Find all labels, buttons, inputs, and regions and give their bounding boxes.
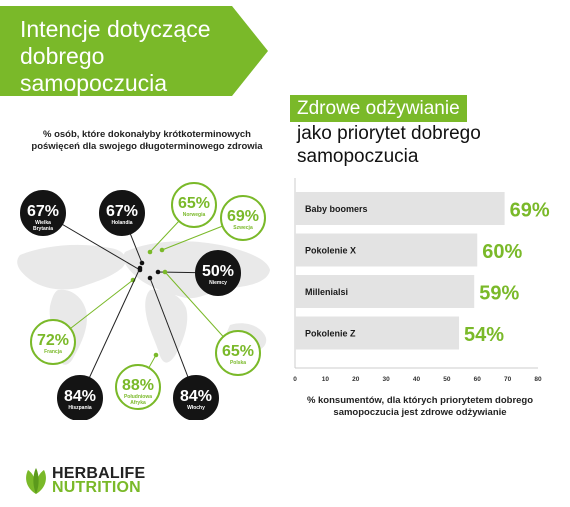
x-tick-label-30: 30 [383,376,391,383]
bubble-niemcy [195,250,241,296]
bubble-country-poludniowa-afryka-2: Afryka [130,400,146,406]
bubble-country-hiszpania: Hiszpania [68,405,92,411]
bar-pokolenie-x [295,233,478,267]
location-pin-hiszpania [137,265,143,271]
bubble-value-norwegia: 65% [178,195,210,212]
bubble-norwegia [171,182,217,228]
title-banner: Intencje dotyczące dobrego samopoczucia [0,6,268,96]
bar-millenialsi [295,275,475,308]
bar-pokolenie-z [295,316,460,350]
bar-value-label-baby-boomers: 69% [510,200,550,222]
herbalife-logo: HERBALIFE NUTRITION [22,466,162,496]
bubble-wlochy [173,375,219,420]
bubble-holandia [99,190,145,236]
leaf-logo-icon [26,468,46,494]
x-tick-label-70: 70 [504,376,512,383]
right-title-rest: jako priorytet dobrego samopoczucia [297,123,481,167]
logo-wordmark-herbalife: HERBALIFE [52,465,146,482]
x-tick-label-50: 50 [443,376,451,383]
x-tick-label-0: 0 [293,376,297,383]
bubble-hiszpania [57,375,103,420]
x-tick-label-40: 40 [413,376,421,383]
bubble-country-wlochy: Włochy [187,405,205,411]
bubble-polska [215,330,261,376]
banner-arrow-shape [0,6,268,96]
bar-category-label-pokolenie-z: Pokolenie Z [305,329,356,339]
bubble-value-wielka-brytania: 67% [27,203,59,220]
location-pin-niemcy [155,269,161,275]
bubble-country-holandia: Holandia [111,220,132,226]
right-title-highlight: Zdrowe odżywianie [290,95,467,122]
location-pin-wlochy [147,275,153,281]
bubble-country-wielka-brytania-1: Wielka [35,220,51,226]
bubble-wielka-brytania [20,190,66,236]
bubble-country-norwegia: Norwegia [183,212,206,218]
location-pin-polska [162,269,168,275]
location-pin-norwegia [147,249,153,255]
bubble-value-polska: 65% [222,343,254,360]
bar-chart-caption: % konsumentów, dla których priorytetem d… [306,395,534,418]
bar-value-label-pokolenie-z: 54% [464,324,504,346]
bubble-value-francja: 72% [37,332,69,349]
bubble-country-polska: Polska [230,360,246,366]
bubble-value-hiszpania: 84% [64,388,96,405]
bubble-value-holandia: 67% [106,203,138,220]
location-pin-poludniowa-afryka [153,352,159,358]
banner-title: Intencje dotyczące dobrego samopoczucia [20,16,211,96]
bubble-value-wlochy: 84% [180,388,212,405]
location-pin-szwecja [159,247,165,253]
bubble-value-poludniowa-afryka: 88% [122,377,154,394]
bubble-country-niemcy: Niemcy [209,280,227,286]
generation-bar-chart: Baby boomers 69% Pokolenie X 60% Millenialsi… [293,178,550,383]
bubble-poludniowa-afryka [115,364,161,410]
bubble-value-szwecja: 69% [227,208,259,225]
bar-value-label-pokolenie-x: 60% [482,241,522,263]
bar-category-label-millenialsi: Millenialsi [305,287,348,297]
bar-value-label-millenialsi: 59% [479,283,519,305]
bubble-country-wielka-brytania-2: Brytania [33,226,53,232]
connector-line-hiszpania [79,267,141,399]
x-tick-label-20: 20 [352,376,360,383]
x-tick-label-60: 60 [474,376,482,383]
bubble-szwecja [220,195,266,241]
x-tick-label-80: 80 [534,376,542,383]
bubble-country-szwecja: Szwecja [233,225,253,231]
bar-category-label-pokolenie-x: Pokolenie X [305,246,356,256]
bubble-francja [30,319,76,365]
location-pin-holandia [139,260,145,266]
bar-baby-boomers [295,192,505,225]
map-subtitle: % osób, które dokonałyby krótkoterminowy… [31,129,263,152]
bubble-country-poludniowa-afryka-1: Południowa [124,394,152,400]
bar-category-label-baby-boomers: Baby boomers [305,204,368,214]
logo-wordmark-nutrition: NUTRITION [52,479,141,496]
x-tick-label-10: 10 [322,376,330,383]
bubble-value-niemcy: 50% [202,263,234,280]
bubble-country-francja: Francja [44,349,62,355]
